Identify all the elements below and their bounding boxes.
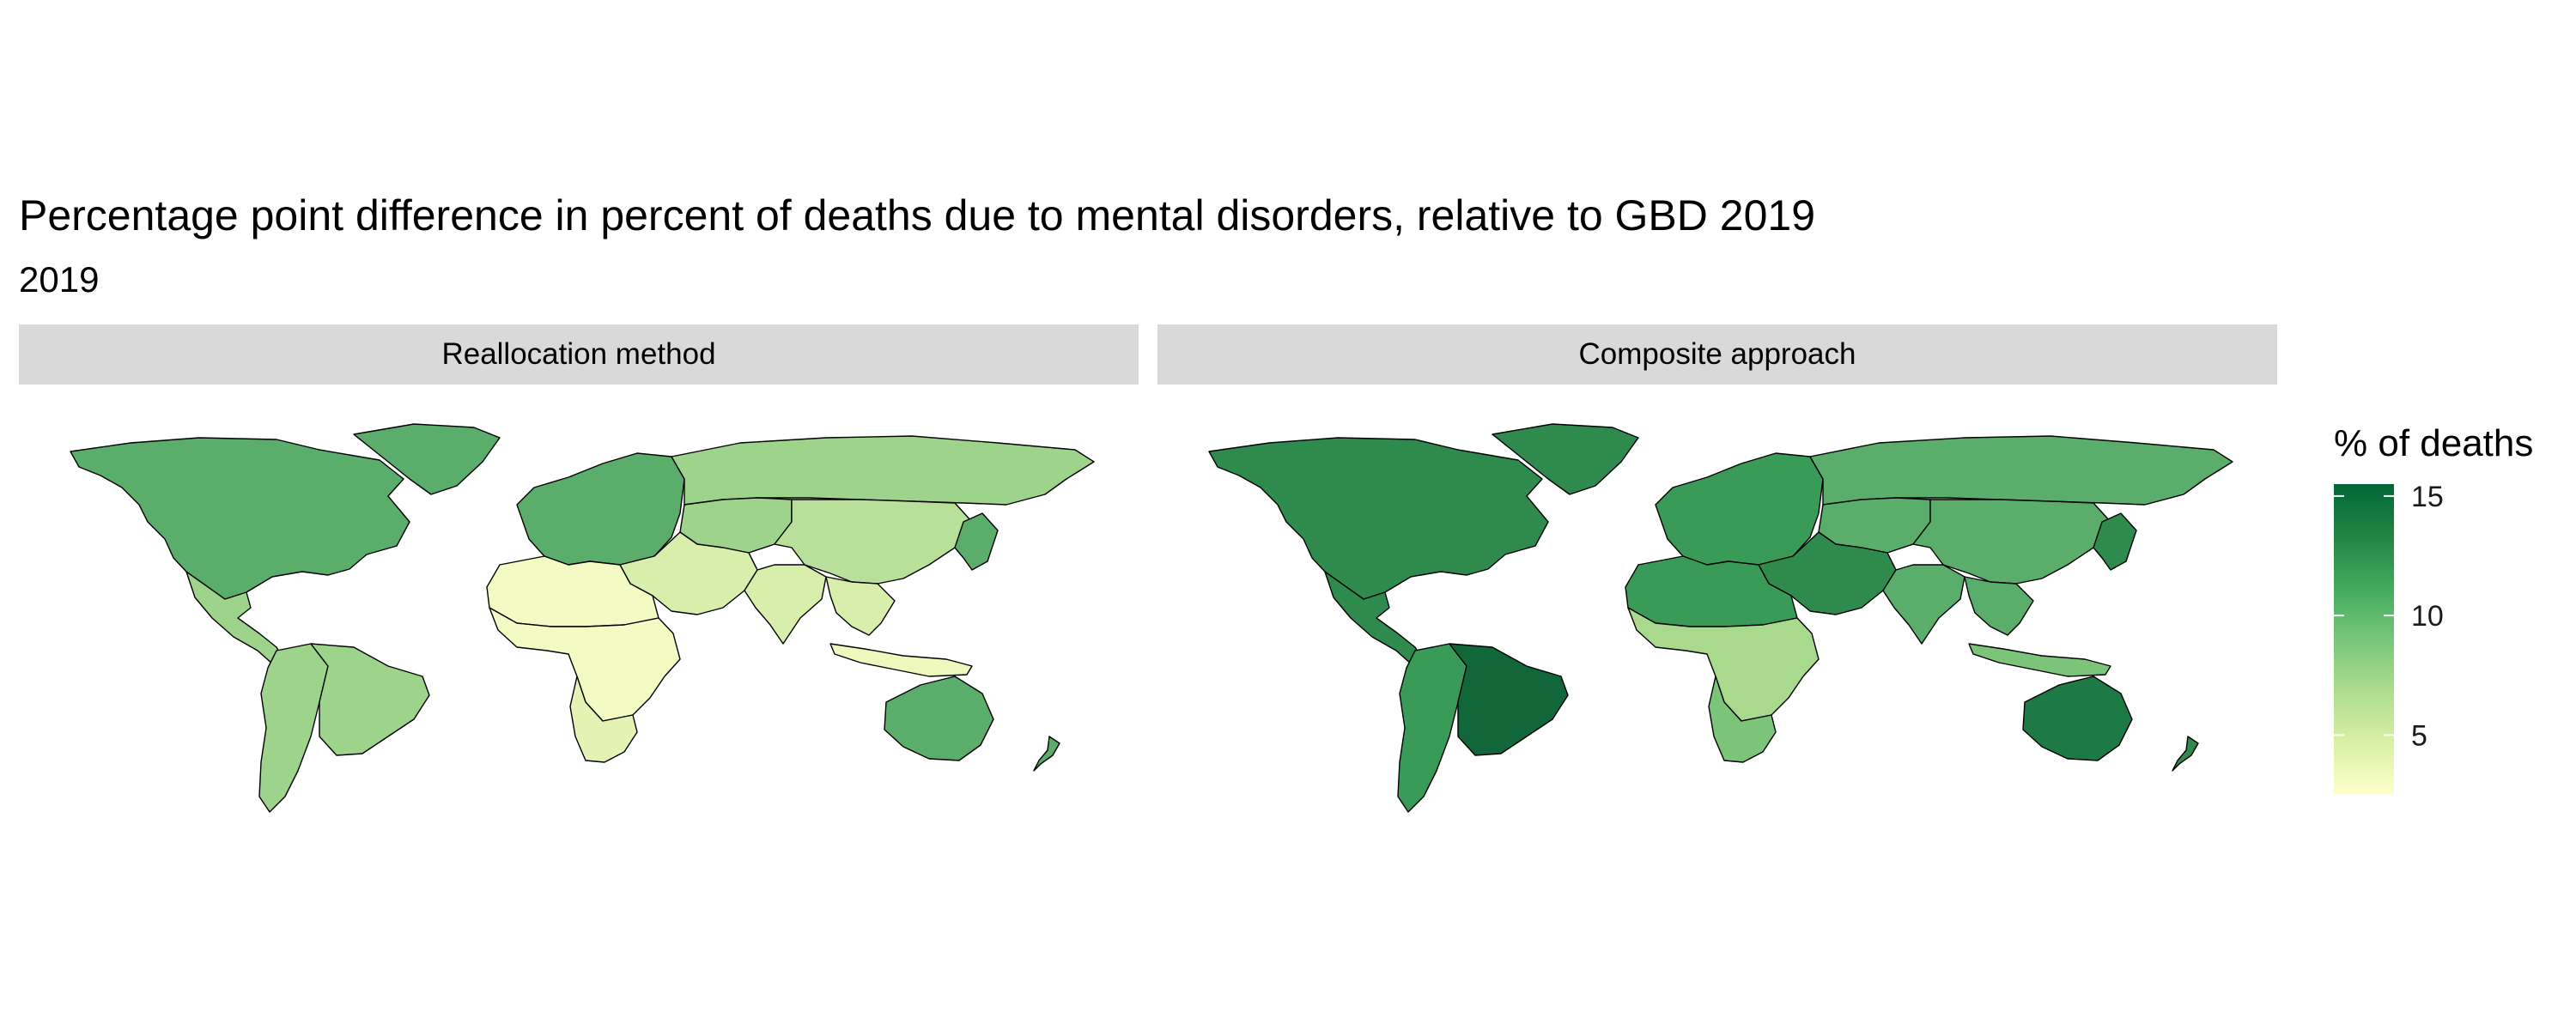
region-sub-saharan — [489, 607, 681, 722]
region-north-america — [1208, 437, 1549, 600]
world-map — [70, 423, 1095, 813]
region-brazil — [1449, 643, 1569, 756]
region-south-africa — [1708, 676, 1777, 763]
chart-title: Percentage point difference in percent o… — [19, 191, 1816, 239]
region-russia — [1809, 435, 2233, 506]
region-sub-saharan — [1627, 607, 1820, 722]
region-greenland — [1492, 423, 1639, 495]
region-new-zealand — [2172, 736, 2199, 772]
region-china — [774, 499, 973, 585]
region-brazil — [310, 643, 430, 756]
region-se-asia — [825, 576, 896, 636]
region-india — [1882, 564, 1965, 645]
world-map — [1208, 423, 2233, 813]
map-panel-composite: Composite approach — [1157, 324, 2277, 831]
region-japan-korea — [954, 512, 999, 571]
legend-colorbar — [2334, 484, 2394, 795]
legend-title: % of deaths — [2334, 422, 2534, 464]
region-indonesia — [1968, 643, 2111, 677]
legend-tick-label: 15 — [2411, 481, 2444, 513]
region-europe — [1655, 452, 1824, 566]
region-south-america — [258, 643, 329, 813]
region-north-america — [70, 437, 410, 600]
region-china — [1912, 499, 2111, 585]
legend-tick-label: 10 — [2411, 600, 2444, 633]
region-australia — [884, 676, 994, 761]
panel-strip-label: Reallocation method — [19, 324, 1139, 385]
region-greenland — [353, 423, 501, 495]
region-australia — [2022, 676, 2133, 761]
region-indonesia — [829, 643, 973, 677]
region-se-asia — [1964, 576, 2034, 636]
region-new-zealand — [1033, 736, 1060, 772]
region-russia — [671, 435, 1095, 506]
color-legend: 5 10 15 — [2334, 481, 2444, 795]
region-india — [744, 564, 827, 645]
panel-strip-label: Composite approach — [1157, 324, 2277, 385]
region-japan-korea — [2093, 512, 2137, 571]
chart-subtitle: 2019 — [19, 259, 100, 300]
region-europe — [516, 452, 685, 566]
region-south-america — [1397, 643, 1467, 813]
legend-tick-label: 5 — [2411, 719, 2427, 752]
map-panel-reallocation: Reallocation method — [19, 324, 1139, 831]
region-south-africa — [569, 676, 638, 763]
